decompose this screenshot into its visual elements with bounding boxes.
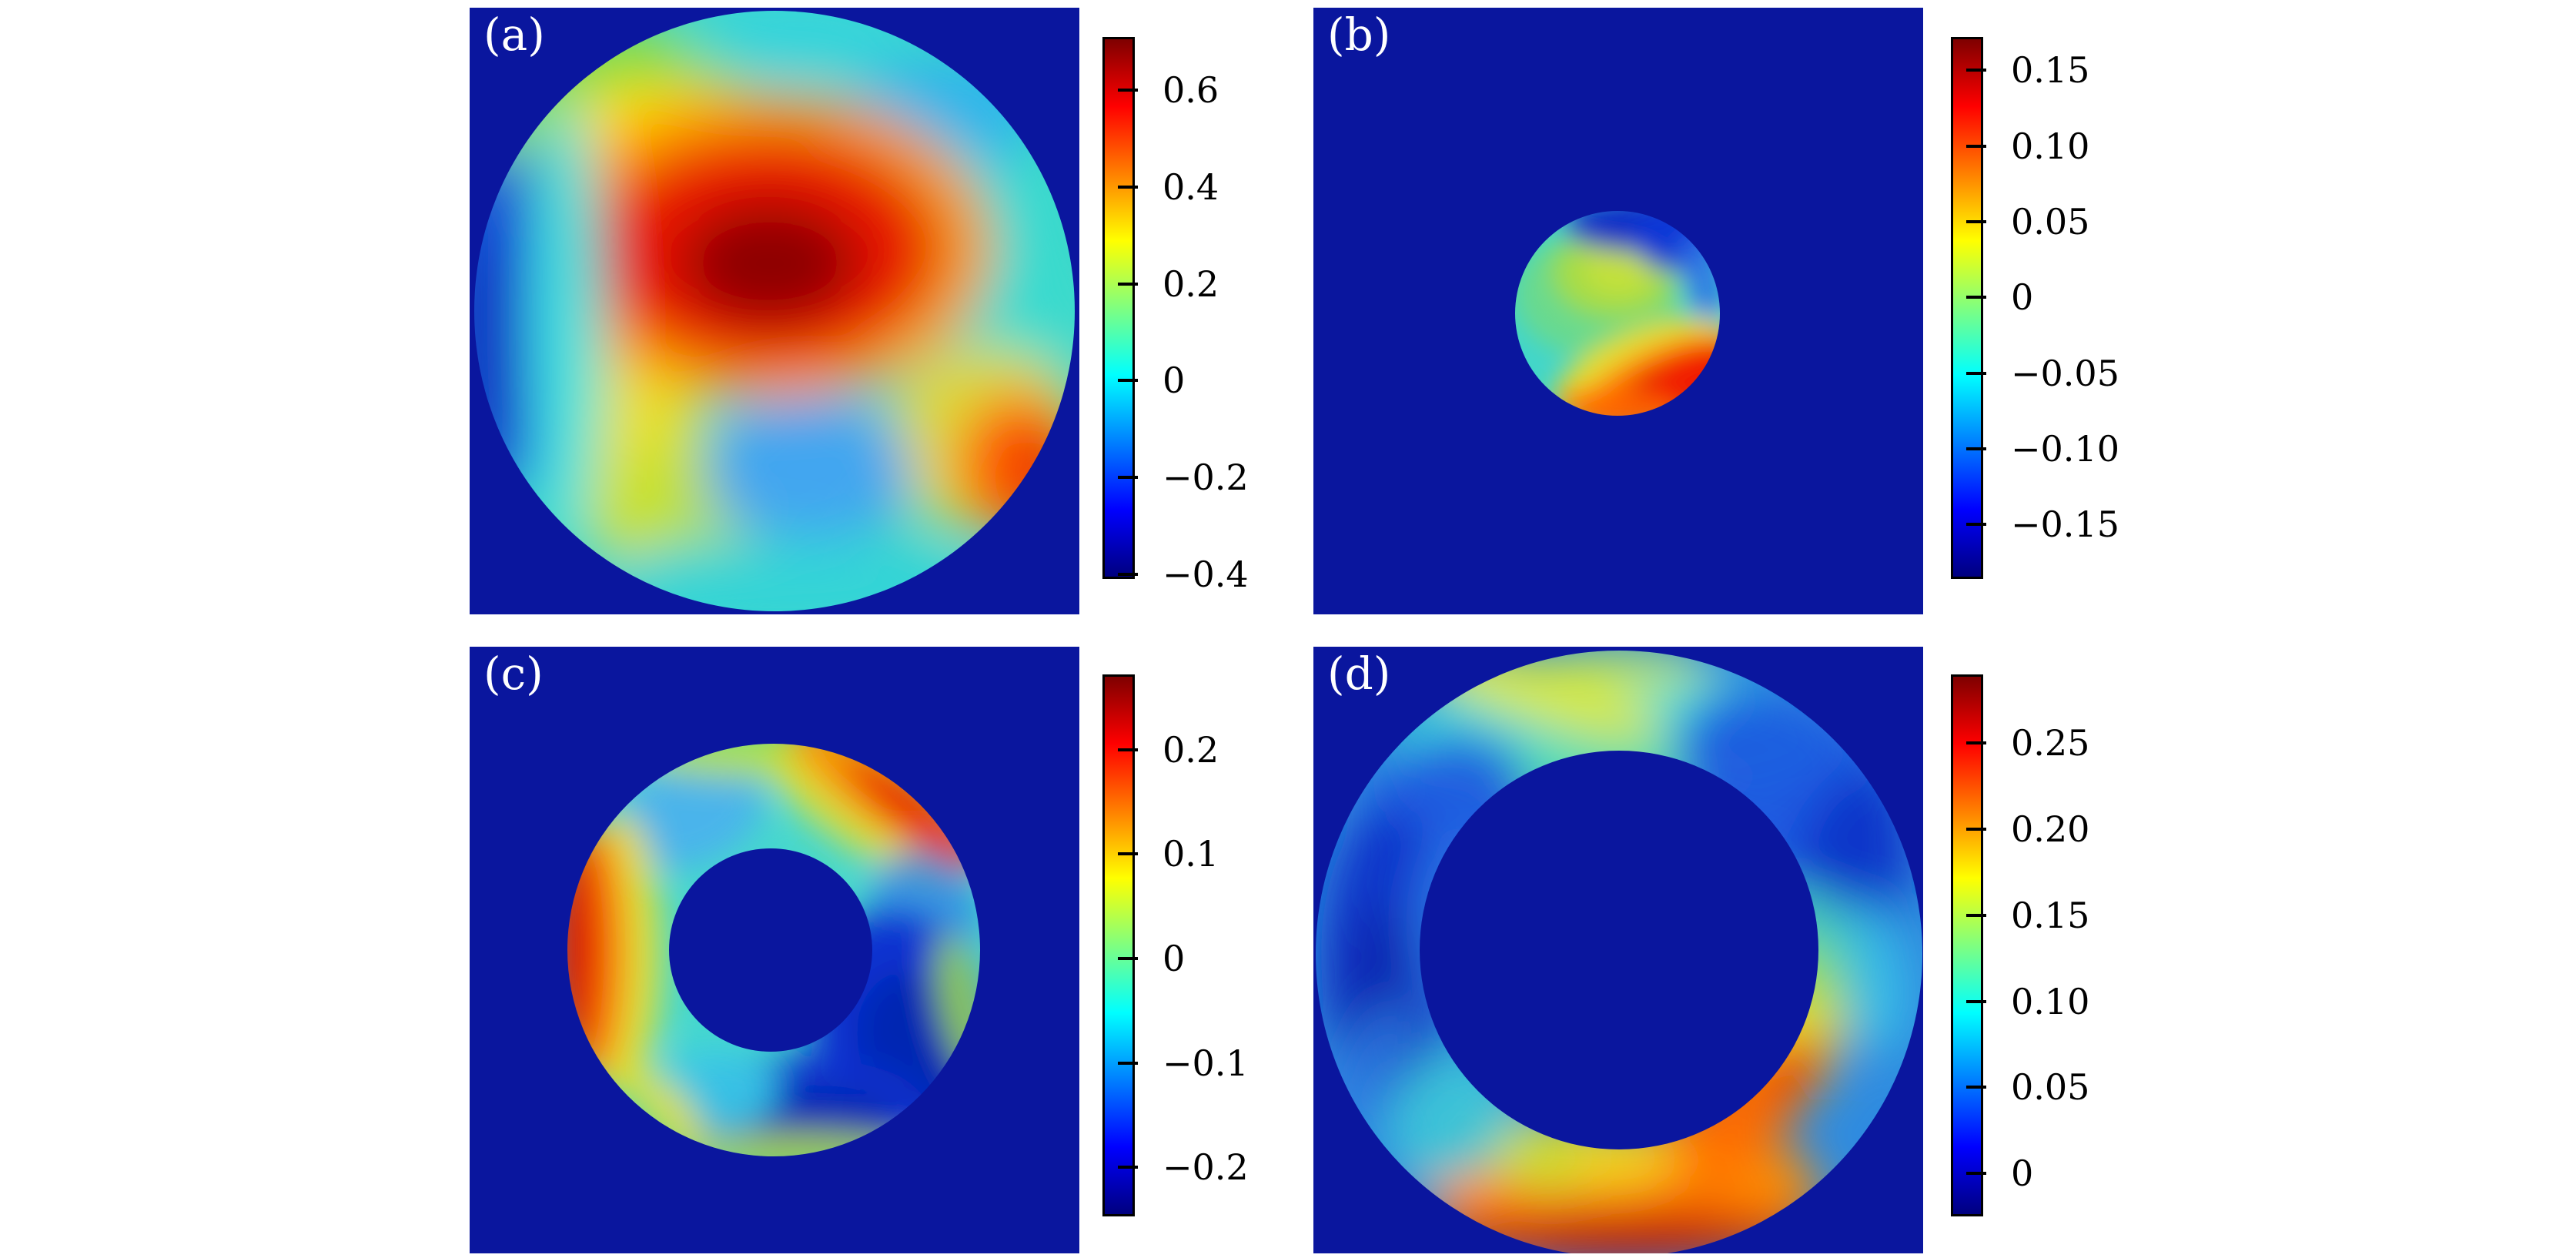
panel-c: (c) [470, 647, 1079, 1253]
heatmap-d [1313, 647, 1923, 1253]
panel-a-label: (a) [483, 8, 545, 61]
heatmap-a [470, 8, 1079, 614]
heatmap-b [1313, 8, 1923, 614]
colorbar-tick-d [1966, 1086, 1986, 1089]
colorbar-tick-label-d: 0.25 [2011, 722, 2090, 765]
colorbar-tick-label-a: −0.4 [1163, 553, 1249, 595]
colorbar-tick-label-d: 0 [2011, 1153, 2034, 1195]
colorbar-tick-c [1118, 748, 1138, 751]
colorbar-tick-label-d: 0.10 [2011, 980, 2090, 1022]
colorbar-tick-label-a: 0 [1163, 360, 1186, 402]
colorbar-gradient-a [1102, 37, 1135, 579]
colorbar-tick-d [1966, 913, 1986, 917]
colorbar-tick-d [1966, 1172, 1986, 1176]
colorbar-tick-label-c: 0 [1163, 937, 1186, 979]
colorbar-tick-label-b: 0.05 [2011, 200, 2090, 243]
colorbar-tick-label-b: −0.15 [2011, 504, 2119, 546]
colorbar-tick-b [1966, 144, 1986, 148]
panel-a: (a) [470, 8, 1079, 614]
panel-b: (b) [1313, 8, 1923, 614]
colorbar-tick-b [1966, 69, 1986, 72]
colorbar-tick-a [1118, 89, 1138, 92]
colorbar-tick-label-a: 0.6 [1163, 69, 1219, 112]
colorbar-tick-c [1118, 956, 1138, 960]
colorbar-tick-a [1118, 476, 1138, 479]
panel-b-label: (b) [1327, 8, 1391, 61]
colorbar-gradient-d [1951, 674, 1983, 1216]
colorbar-tick-label-b: −0.05 [2011, 352, 2119, 394]
colorbar-tick-b [1966, 523, 1986, 527]
colorbar-d: 0.25 0.20 0.15 0.10 0.05 0 [1951, 674, 2089, 1216]
colorbar-tick-label-b: 0 [2011, 276, 2034, 319]
colorbar-tick-d [1966, 741, 1986, 745]
colorbar-tick-b [1966, 371, 1986, 375]
colorbar-tick-b [1966, 447, 1986, 450]
panel-d: (d) [1313, 647, 1923, 1253]
colorbar-tick-label-b: 0.15 [2011, 49, 2090, 92]
colorbar-b: 0.15 0.10 0.05 0 −0.05 −0.10 −0.15 [1951, 37, 2119, 579]
colorbar-tick-b [1966, 296, 1986, 299]
colorbar-tick-label-a: −0.2 [1163, 457, 1249, 498]
colorbar-tick-label-d: 0.05 [2011, 1066, 2090, 1109]
colorbar-tick-d [1966, 999, 1986, 1003]
colorbar-gradient-b [1951, 37, 1983, 579]
colorbar-tick-label-c: 0.1 [1163, 833, 1219, 875]
colorbar-tick-label-c: −0.2 [1163, 1146, 1249, 1189]
heatmap-c [470, 647, 1079, 1253]
colorbar-tick-a [1118, 572, 1138, 576]
panel-c-label: (c) [483, 647, 544, 700]
colorbar-a: 0.6 0.4 0.2 0 −0.2 −0.4 [1102, 37, 1249, 595]
colorbar-tick-c [1118, 852, 1138, 856]
colorbar-tick-a [1118, 282, 1138, 286]
colorbar-tick-label-c: 0.2 [1163, 728, 1219, 771]
colorbar-tick-label-c: −0.1 [1163, 1042, 1249, 1084]
colorbar-tick-b [1966, 219, 1986, 223]
panel-d-label: (d) [1327, 647, 1391, 700]
colorbar-tick-label-b: −0.10 [2011, 427, 2119, 470]
colorbar-tick-c [1118, 1166, 1138, 1169]
colorbar-gradient-c [1102, 674, 1135, 1216]
colorbar-c: 0.2 0.1 0 −0.1 −0.2 [1102, 674, 1249, 1216]
colorbar-tick-d [1966, 828, 1986, 831]
colorbar-tick-a [1118, 379, 1138, 383]
colorbar-tick-label-b: 0.10 [2011, 125, 2090, 167]
colorbar-tick-a [1118, 185, 1138, 189]
colorbar-tick-label-a: 0.2 [1163, 263, 1219, 305]
colorbar-tick-c [1118, 1061, 1138, 1065]
colorbar-tick-label-d: 0.15 [2011, 894, 2090, 936]
colorbar-tick-label-d: 0.20 [2011, 808, 2090, 851]
colorbar-tick-label-a: 0.4 [1163, 166, 1219, 208]
